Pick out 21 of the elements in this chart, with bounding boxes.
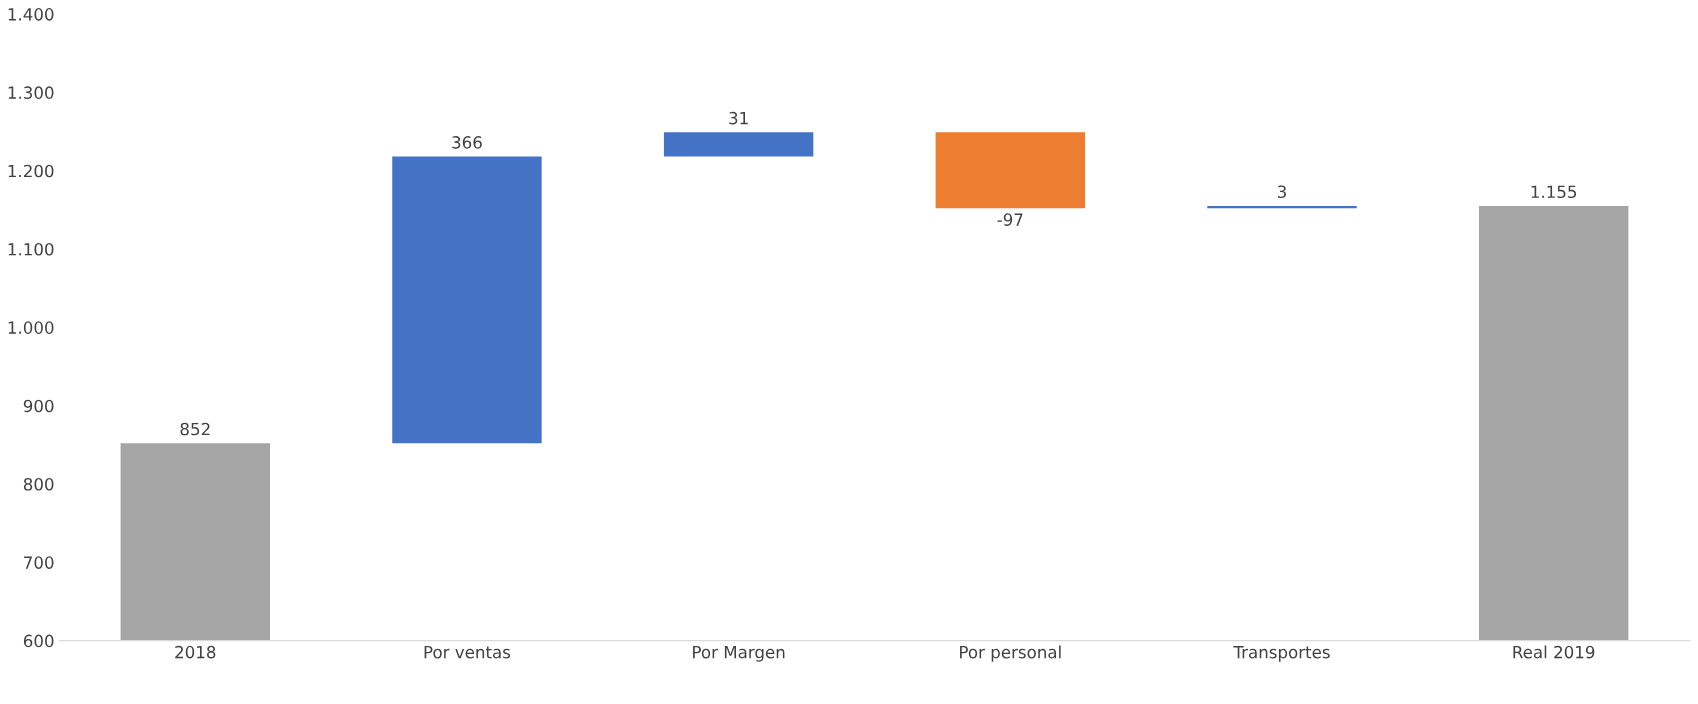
data-label: -97 [997, 213, 1023, 226]
y-tick-label: 1.100 [8, 243, 54, 256]
x-tick-label: Transportes [1233, 646, 1330, 662]
x-tick-label: Por ventas [424, 646, 511, 659]
data-label: 3 [1277, 185, 1286, 199]
y-tick-label: 1.200 [8, 164, 54, 178]
data-label: 31 [729, 111, 748, 125]
data-label: 852 [180, 422, 210, 436]
y-tick-label: 1.400 [8, 8, 54, 21]
y-tick-label: 1.000 [8, 321, 54, 334]
x-tick-label: 2018 [175, 645, 216, 659]
data-label: 366 [452, 136, 482, 149]
y-tick-label: 900 [23, 399, 54, 413]
y-tick-label: 1.300 [8, 86, 54, 99]
y-tick-label: 700 [24, 556, 54, 569]
data-label: 1.155 [1531, 185, 1577, 199]
y-tick-label: 600 [23, 634, 54, 648]
x-tick-label: Por Margen [693, 646, 785, 662]
y-tick-label: 800 [23, 477, 54, 491]
x-tick-label: Real 2019 [1513, 645, 1595, 659]
x-tick-label: Por personal [960, 645, 1061, 662]
